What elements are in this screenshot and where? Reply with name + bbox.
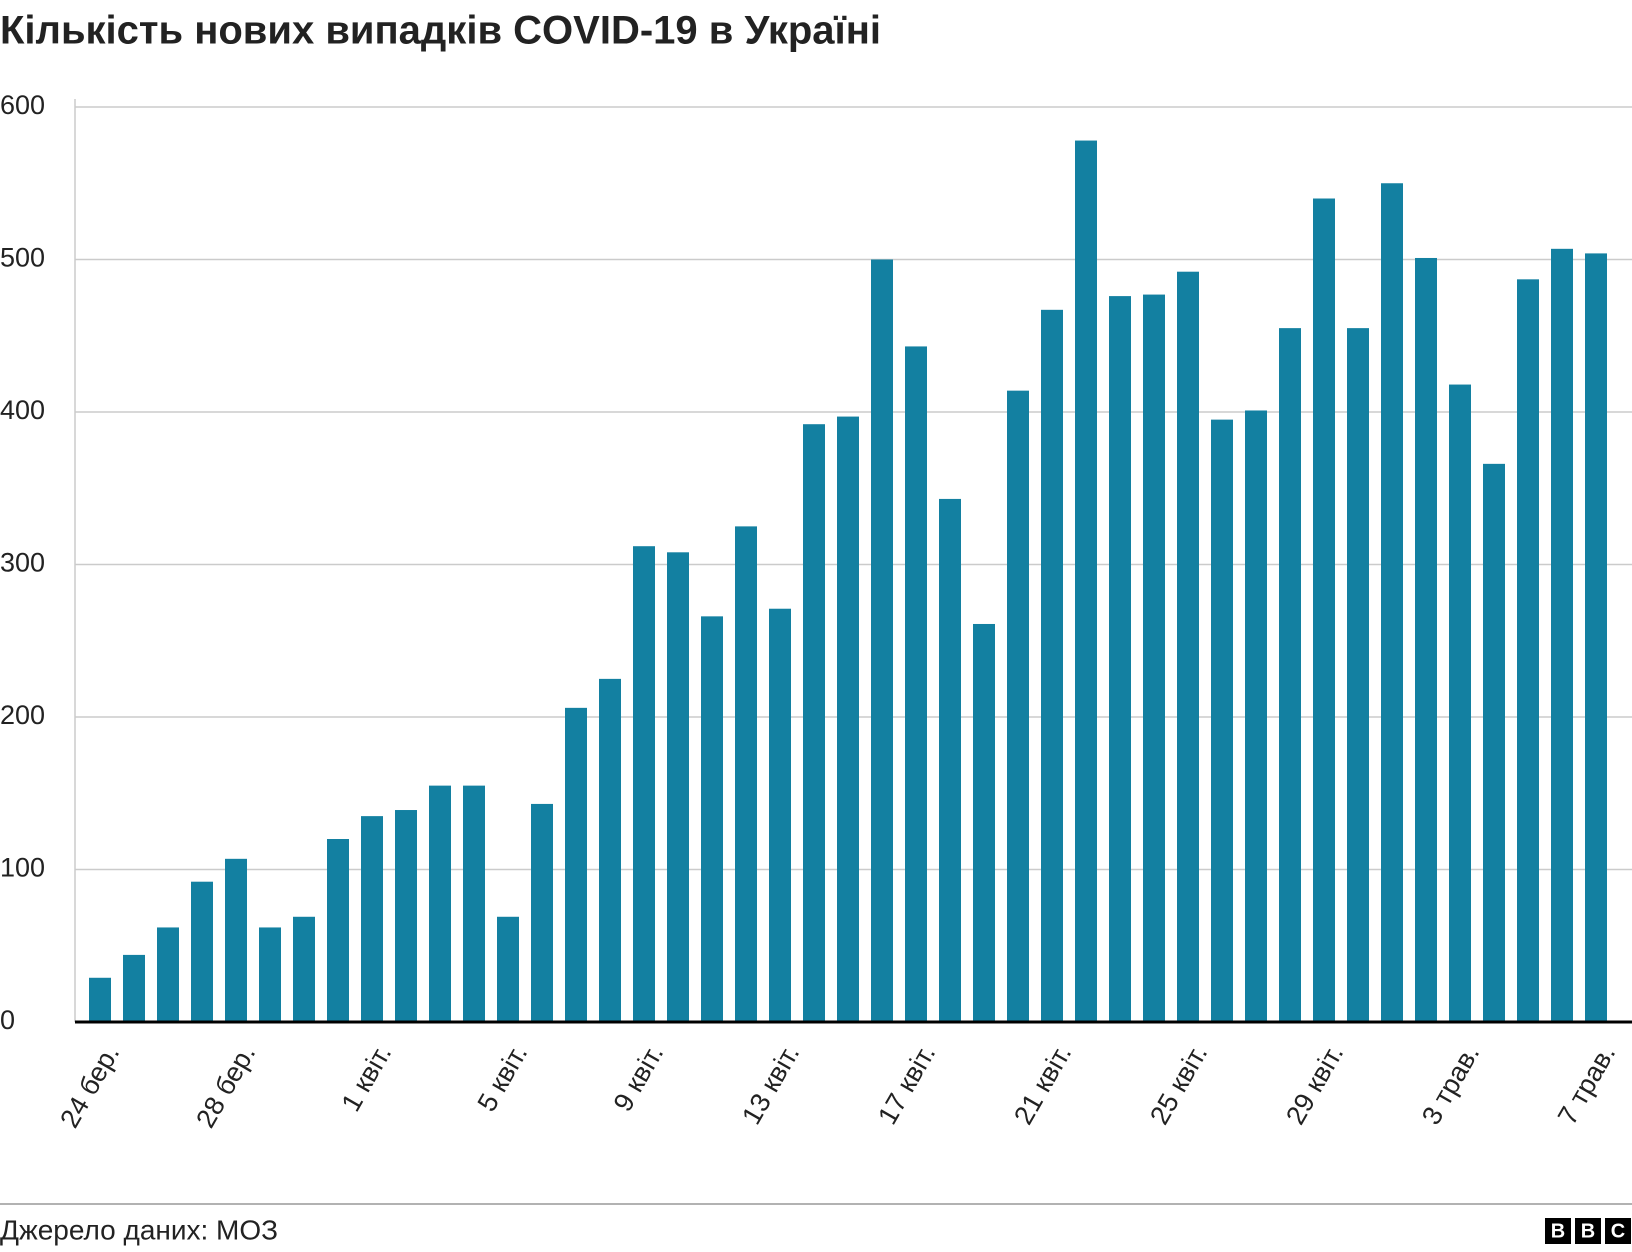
bar (361, 816, 383, 1022)
bar (599, 678, 621, 1022)
chart-title: Кількість нових випадків COVID-19 в Укра… (0, 9, 881, 53)
bar (429, 785, 451, 1022)
bar (1007, 390, 1029, 1022)
y-tick-label: 300 (0, 548, 45, 578)
logo-box (1575, 1218, 1601, 1244)
x-tick-label: 28 бер. (190, 1040, 261, 1133)
bar (1517, 279, 1539, 1022)
bar (1177, 271, 1199, 1022)
bar (293, 916, 315, 1022)
x-tick-label: 13 квіт. (736, 1040, 805, 1130)
bar (123, 954, 145, 1022)
x-tick-label: 25 квіт. (1144, 1040, 1213, 1130)
bar (1279, 328, 1301, 1022)
logo-letter: C (1611, 1220, 1625, 1242)
logo-box (1605, 1218, 1631, 1244)
y-tick-label: 600 (0, 90, 45, 120)
bar (735, 526, 757, 1022)
bar (1585, 253, 1607, 1022)
logo-box (1545, 1218, 1571, 1244)
bar (1313, 198, 1335, 1022)
bar (939, 498, 961, 1022)
bar (497, 916, 519, 1022)
y-tick-label: 0 (0, 1005, 15, 1035)
bar (769, 608, 791, 1022)
bar (395, 810, 417, 1022)
bar (1143, 294, 1165, 1022)
bar (1245, 410, 1267, 1023)
bar (1041, 309, 1063, 1022)
x-tick-label: 24 бер. (54, 1040, 125, 1133)
x-tick-label: 3 трав. (1416, 1040, 1485, 1130)
bar (973, 623, 995, 1022)
source: Джерело даних: МОЗ (0, 1214, 278, 1245)
x-tick-label: 9 квіт. (608, 1040, 670, 1117)
x-tick-label: 29 квіт. (1280, 1040, 1349, 1130)
bar (701, 616, 723, 1022)
bar (531, 803, 553, 1022)
bar (1483, 463, 1505, 1023)
bar (633, 546, 655, 1022)
bar (905, 346, 927, 1022)
bar (1109, 296, 1131, 1023)
x-tick-label: 1 квіт. (336, 1040, 398, 1117)
bar (463, 785, 485, 1022)
y-tick-label: 400 (0, 395, 45, 425)
bar (837, 416, 859, 1022)
bar (1211, 419, 1233, 1022)
bar (1551, 248, 1573, 1022)
y-tick-label: 100 (0, 853, 45, 883)
bar (1347, 328, 1369, 1022)
x-tick-label: 5 квіт. (472, 1040, 534, 1117)
bar (225, 858, 247, 1022)
bar (1449, 384, 1471, 1022)
bar (191, 881, 213, 1022)
bar (871, 259, 893, 1022)
bar (327, 839, 349, 1022)
x-tick-label: 21 квіт. (1008, 1040, 1077, 1130)
y-tick-label: 200 (0, 700, 45, 730)
x-tick-label: 7 трав. (1552, 1040, 1621, 1130)
x-tick-label: 17 квіт. (872, 1040, 941, 1130)
bar (1075, 140, 1097, 1023)
y-tick-label: 500 (0, 243, 45, 273)
bar (565, 707, 587, 1022)
bar (667, 552, 689, 1022)
logo-letter: B (1551, 1220, 1565, 1242)
bar (1415, 257, 1437, 1023)
bar (1381, 183, 1403, 1022)
bar (157, 927, 179, 1022)
bar (89, 977, 111, 1022)
logo-letter: B (1581, 1220, 1595, 1242)
bar (259, 927, 281, 1022)
bar (803, 424, 825, 1022)
